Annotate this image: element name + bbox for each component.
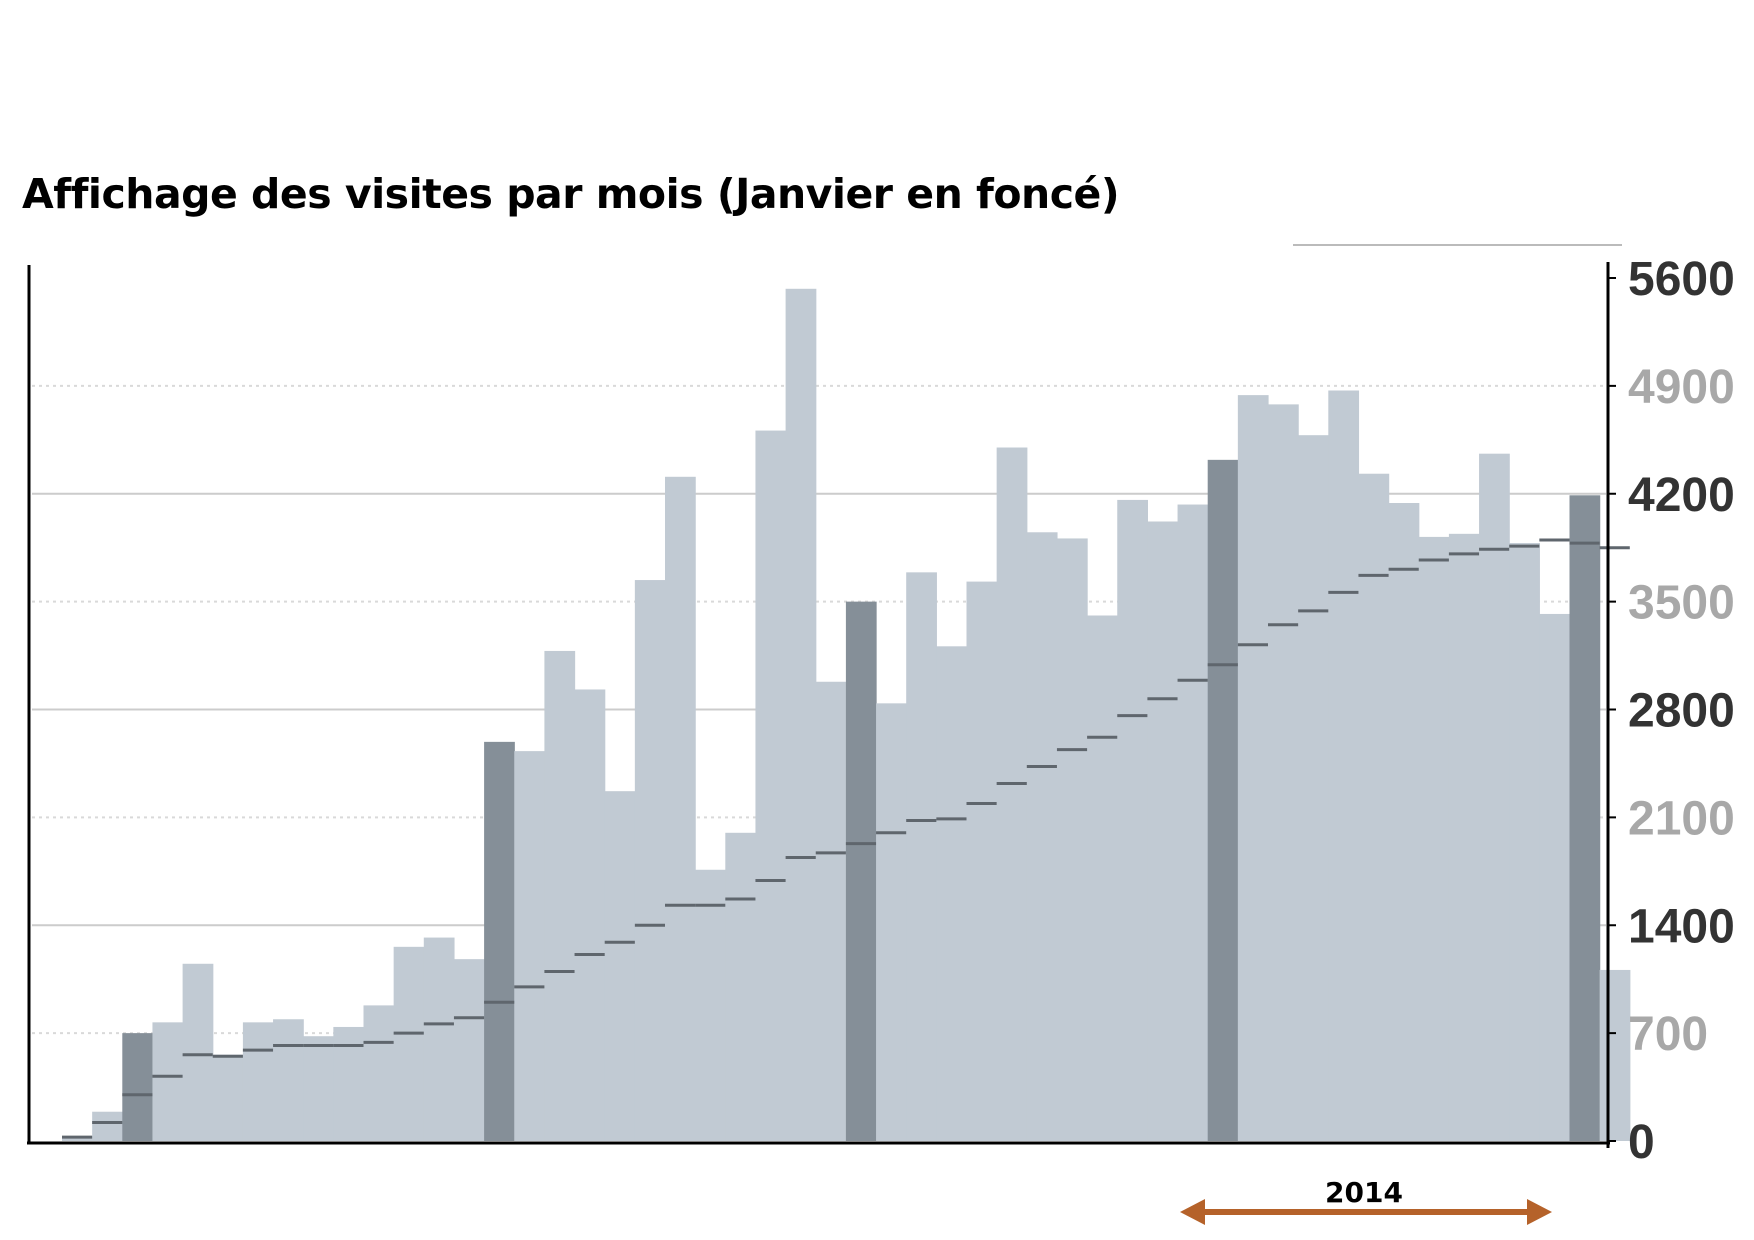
month-bar [453, 959, 485, 1141]
month-bar [92, 1111, 123, 1141]
month-bar [815, 681, 847, 1141]
month-bar [1328, 390, 1360, 1142]
month-bar [544, 650, 576, 1141]
annotation-arrow-left-head [1180, 1199, 1205, 1225]
month-bar [725, 832, 757, 1141]
month-bar [1388, 502, 1420, 1141]
month-bar [1087, 615, 1118, 1141]
chart-title: Affichage des visites par mois (Janvier … [22, 170, 1120, 218]
month-bar [936, 646, 968, 1141]
month-bar [785, 288, 817, 1142]
january-bar [122, 1033, 154, 1141]
month-bar [665, 476, 696, 1141]
month-bar [1147, 521, 1179, 1141]
month-bar [1268, 404, 1299, 1141]
month-bar [1539, 613, 1571, 1141]
y-tick-label: 4200 [1628, 469, 1735, 522]
month-bar [1177, 504, 1209, 1142]
month-bar [1418, 536, 1450, 1141]
month-bar [152, 1022, 184, 1141]
month-bar [695, 869, 726, 1141]
month-bar [1026, 532, 1058, 1141]
y-tick-label: 5600 [1628, 253, 1735, 306]
month-bar [1298, 435, 1329, 1141]
january-bar [484, 741, 515, 1141]
month-bar [574, 689, 606, 1141]
y-tick-label: 2800 [1628, 685, 1735, 738]
y-tick-label: 0 [1628, 1116, 1655, 1169]
month-bar [423, 937, 455, 1141]
month-bar [393, 946, 425, 1141]
month-bar [755, 430, 787, 1142]
month-bar [242, 1022, 274, 1141]
month-bar [634, 580, 666, 1141]
month-bar [876, 703, 907, 1141]
y-tick-label: 2100 [1628, 792, 1735, 845]
january-bar [1569, 495, 1601, 1141]
average-line-layer [62, 538, 1630, 1139]
month-bar [303, 1036, 334, 1141]
month-bar [996, 447, 1028, 1142]
month-bar [363, 1005, 395, 1141]
month-bar [1509, 543, 1540, 1141]
month-bar [1056, 538, 1088, 1141]
january-bar [1207, 459, 1239, 1141]
annotation-layer: 2014 [1180, 1176, 1552, 1225]
month-bar [514, 751, 545, 1141]
january-bar [845, 601, 877, 1141]
annotation-arrow-right-head [1527, 1199, 1552, 1225]
bars-layer [62, 288, 1631, 1142]
month-bar [273, 1019, 304, 1141]
month-bar [62, 1136, 93, 1141]
month-bar [1479, 453, 1510, 1141]
month-bar [1117, 499, 1148, 1141]
month-bar [1448, 533, 1480, 1141]
axes-layer [27, 244, 1622, 1148]
month-bar [1358, 473, 1390, 1141]
y-tick-label: 3500 [1628, 577, 1735, 630]
month-bar [212, 1054, 244, 1141]
annotation-label-2014: 2014 [1325, 1176, 1403, 1209]
month-bar [1237, 395, 1269, 1141]
month-bar [604, 791, 636, 1141]
y-tick-label: 700 [1628, 1008, 1708, 1061]
month-bar [966, 581, 998, 1141]
month-bar [1599, 969, 1631, 1141]
y-tick-label: 4900 [1628, 361, 1735, 414]
month-bar [182, 963, 214, 1141]
tick-labels-layer: 0 700 1400 2100 2800 3500 4200 4900 5600 [1608, 253, 1735, 1169]
month-bar [906, 572, 937, 1141]
y-tick-label: 1400 [1628, 900, 1735, 953]
